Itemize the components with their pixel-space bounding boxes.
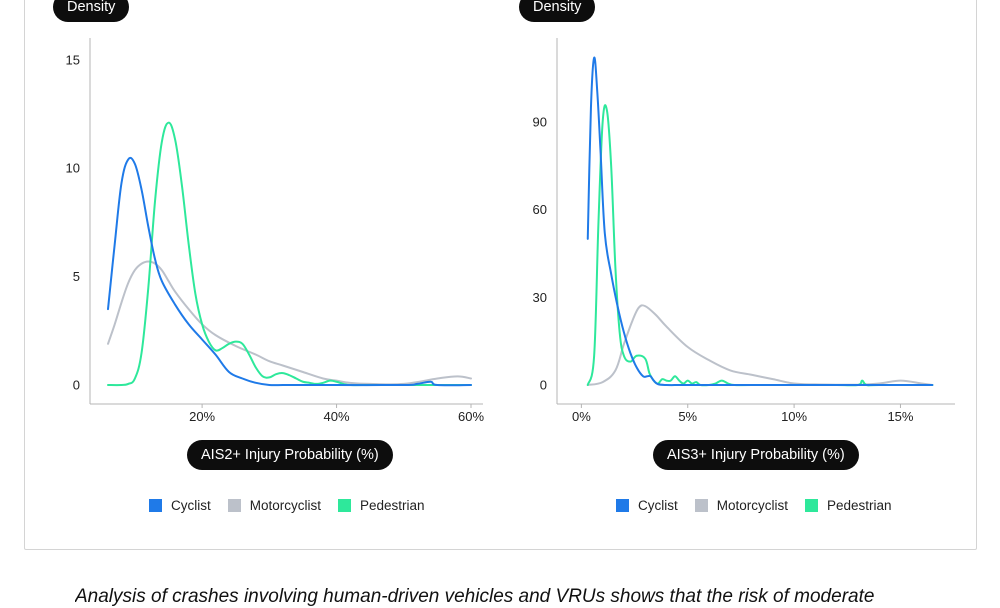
x-tick-label: 20% [189, 409, 215, 424]
series-line-motorcyclist [107, 260, 472, 386]
y-tick-label: 30 [533, 290, 547, 305]
legend-swatch [338, 499, 352, 512]
x-tick-label: 40% [324, 409, 350, 424]
legend-label: Pedestrian [360, 498, 425, 513]
legend-swatch [805, 499, 819, 512]
y-tick-label: 5 [73, 269, 80, 284]
y-tick-label: 10 [66, 161, 80, 176]
legend-swatch [616, 499, 629, 512]
x-tick-label: 5% [678, 409, 697, 424]
series-line-cyclist [586, 56, 934, 387]
legend-swatch [227, 499, 241, 512]
x-axis-label-pill-left: AIS2+ Injury Probability (%) [187, 440, 393, 470]
legend-item-cyclist: Cyclist [616, 498, 678, 513]
legend-label: Cyclist [171, 498, 211, 513]
legend-label: Motorcyclist [716, 498, 789, 513]
figure-caption: Analysis of crashes involving human-driv… [75, 586, 875, 607]
y-tick-label: 15 [66, 52, 80, 67]
y-tick-label: 0 [73, 378, 80, 393]
legend-item-pedestrian: Pedestrian [338, 498, 425, 513]
y-tick-label: 90 [533, 115, 547, 130]
legend-left: Cyclist Motorcyclist Pedestrian [149, 498, 442, 513]
x-tick-label: 60% [458, 409, 484, 424]
legend-label: Pedestrian [827, 498, 892, 513]
legend-item-motorcyclist: Motorcyclist [694, 498, 789, 513]
x-axis-label-pill-right: AIS3+ Injury Probability (%) [653, 440, 859, 470]
series-line-pedestrian [107, 121, 472, 387]
y-axis-label-pill-left: Density [53, 0, 130, 22]
legend-item-motorcyclist: Motorcyclist [227, 498, 322, 513]
legend-label: Motorcyclist [249, 498, 322, 513]
legend-right: Cyclist Motorcyclist Pedestrian [616, 498, 909, 513]
y-tick-label: 0 [540, 378, 547, 393]
legend-label: Cyclist [638, 498, 678, 513]
legend-swatch [694, 499, 708, 512]
x-tick-label: 0% [572, 409, 591, 424]
y-axis-label-pill-right: Density [519, 0, 596, 22]
series-line-cyclist [107, 156, 472, 387]
y-tick-label: 60 [533, 202, 547, 217]
legend-item-cyclist: Cyclist [149, 498, 211, 513]
legend-swatch [149, 499, 162, 512]
legend-item-pedestrian: Pedestrian [805, 498, 892, 513]
x-tick-label: 10% [781, 409, 807, 424]
series-line-pedestrian [586, 104, 934, 387]
x-tick-label: 15% [887, 409, 913, 424]
